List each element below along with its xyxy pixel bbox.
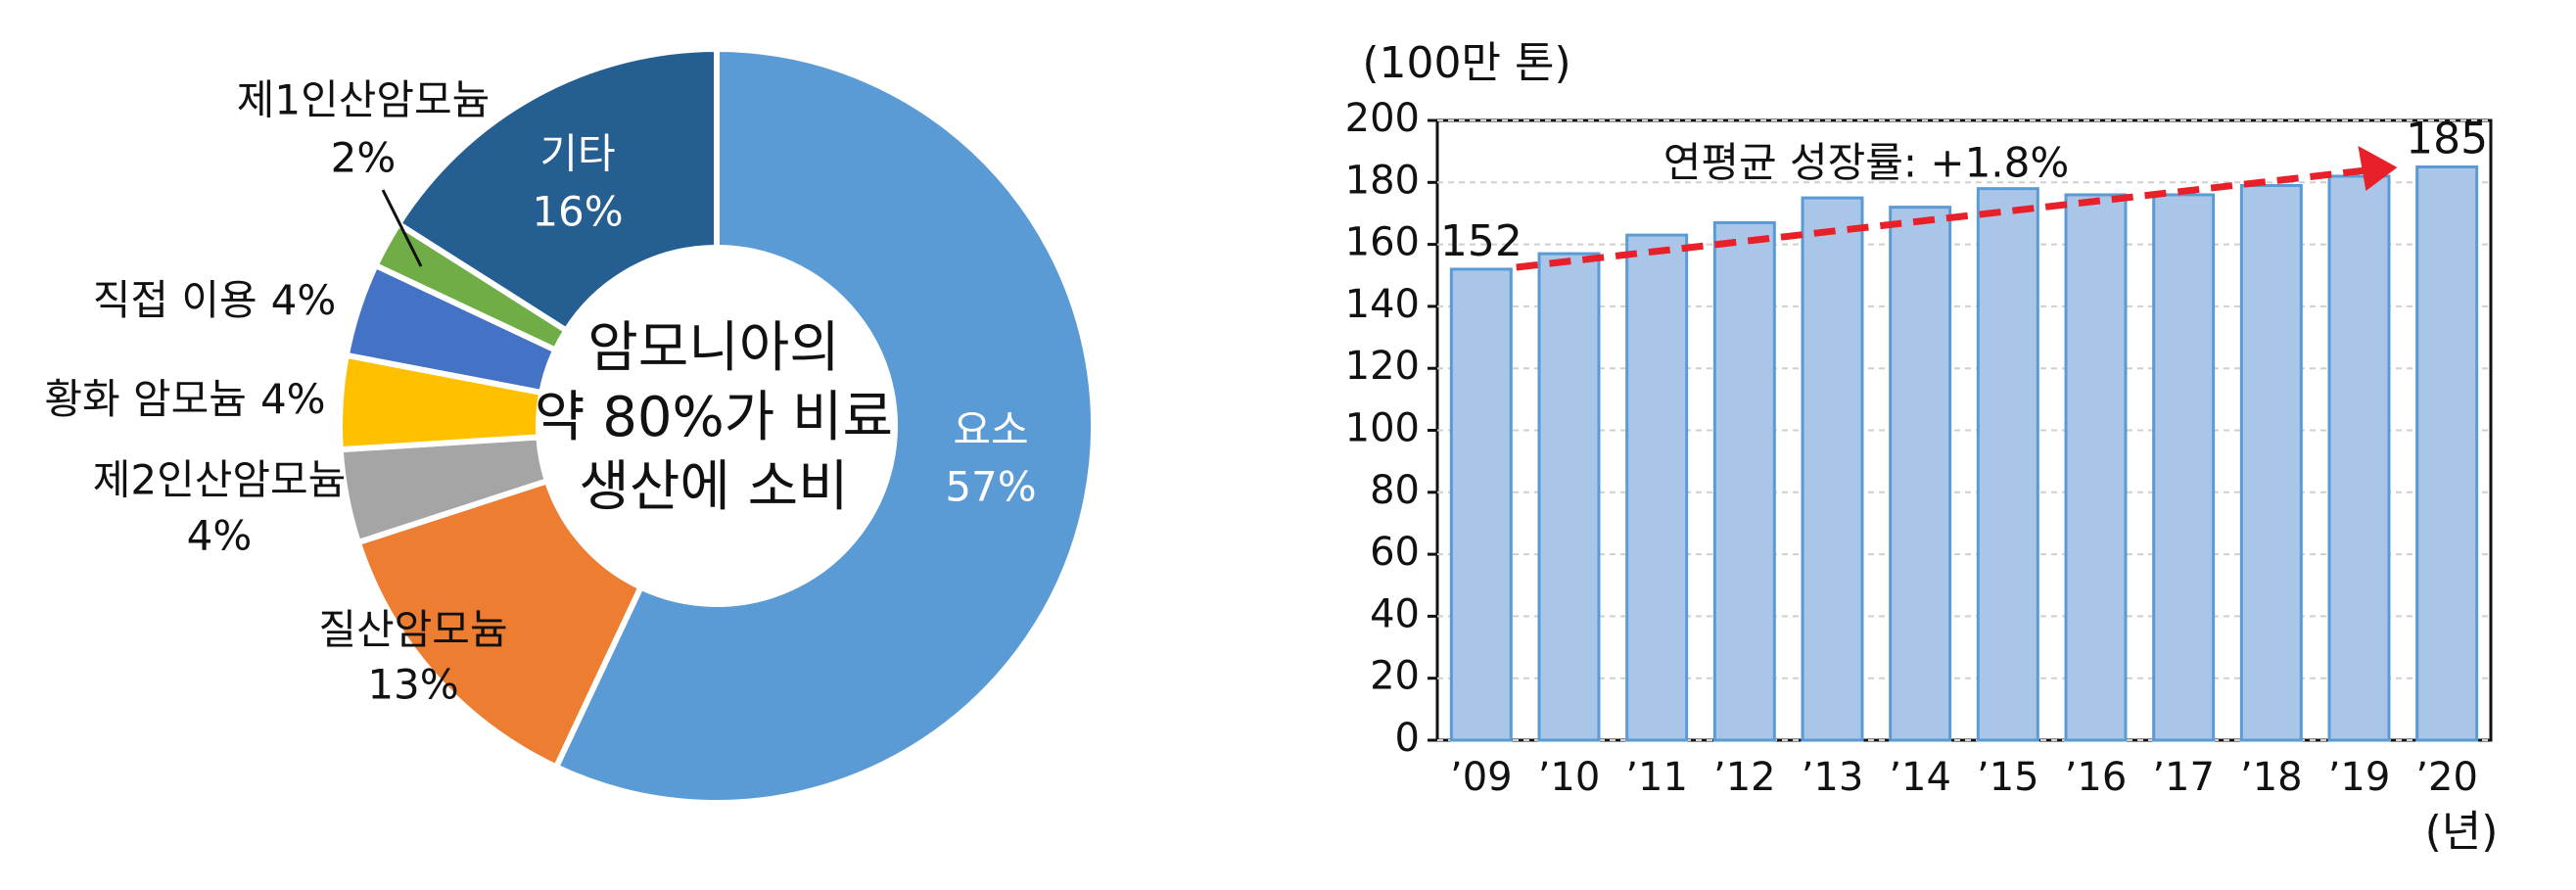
bar: [2415, 164, 2479, 742]
y-tick-label: 140: [1345, 282, 1420, 327]
value-label: 16%: [532, 188, 623, 236]
bar: [1449, 267, 1513, 742]
y-tick-label: 60: [1370, 530, 1420, 575]
y-tick-label: 20: [1370, 654, 1420, 699]
value-label: 4%: [187, 512, 253, 560]
y-axis-label: (100만 톤): [1362, 38, 1570, 88]
y-tick-label: 160: [1345, 220, 1420, 265]
category-name: 황화 암모늄: [44, 375, 247, 423]
value-label: 57%: [945, 463, 1036, 511]
y-tick-label: 200: [1345, 96, 1420, 141]
bar: [1625, 233, 1689, 742]
value-label: 4%: [260, 375, 326, 423]
y-tick-label: 0: [1395, 716, 1420, 761]
x-tick-label: ’17: [2152, 755, 2215, 800]
bar: [1712, 220, 1776, 742]
x-tick-label: ’12: [1713, 755, 1776, 800]
x-tick-label: ’13: [1802, 755, 1864, 800]
value-label: 4%: [271, 276, 337, 324]
x-tick-label: ’18: [2240, 755, 2303, 800]
category-name: 제2인산암모늄: [93, 456, 347, 504]
bar: [2327, 174, 2391, 742]
category-name: 질산암모늄: [318, 606, 507, 654]
y-tick-label: 40: [1370, 591, 1420, 636]
bar: [1801, 196, 1864, 742]
x-tick-label: ’20: [2415, 755, 2478, 800]
arrow-head: [2358, 146, 2398, 191]
x-tick-label: ’19: [2328, 755, 2391, 800]
category-name: 요소: [953, 406, 1028, 454]
center-text: 암모니아의: [587, 316, 840, 380]
donut-segment: [354, 477, 645, 772]
bar: [1537, 252, 1601, 742]
donut-segment: [552, 45, 1097, 806]
value-label: 2%: [331, 134, 397, 182]
bar: [2239, 183, 2303, 742]
category-name: 기타: [539, 130, 615, 178]
leader-line: [381, 189, 423, 267]
segment-label: 직접 이용 4%: [93, 276, 337, 324]
bar: [2064, 193, 2128, 742]
x-tick-label: ’10: [1538, 755, 1601, 800]
y-tick-label: 80: [1370, 468, 1420, 513]
x-tick-label: ’09: [1450, 755, 1513, 800]
center-text: 생산에 소비: [579, 455, 848, 519]
annotation: 연평균 성장률: +1.8%: [1663, 139, 2070, 187]
segment-label: 황화 암모늄 4%: [44, 375, 325, 423]
x-tick-label: ’16: [2065, 755, 2128, 800]
x-tick-label: ’14: [1889, 755, 1951, 800]
trend-arrow: [1516, 166, 2366, 271]
category-name: 제1인산암모늄: [237, 76, 491, 124]
x-tick-label: ’15: [1977, 755, 2039, 800]
bar: [2152, 193, 2216, 742]
x-tick-label: ’11: [1625, 755, 1688, 800]
y-tick-label: 100: [1345, 406, 1420, 451]
donut-segment: [394, 45, 720, 335]
center-text: 약 80%가 비료: [535, 386, 893, 449]
bar: [1976, 187, 2039, 742]
bar: [1889, 206, 1952, 742]
value-label: 13%: [367, 661, 458, 709]
value-label: 185: [2406, 114, 2488, 164]
category-name: 직접 이용: [93, 276, 258, 324]
x-axis-label: (년): [2425, 807, 2499, 857]
y-tick-label: 180: [1345, 158, 1420, 203]
y-tick-label: 120: [1345, 344, 1420, 389]
value-label: 152: [1440, 216, 1522, 266]
